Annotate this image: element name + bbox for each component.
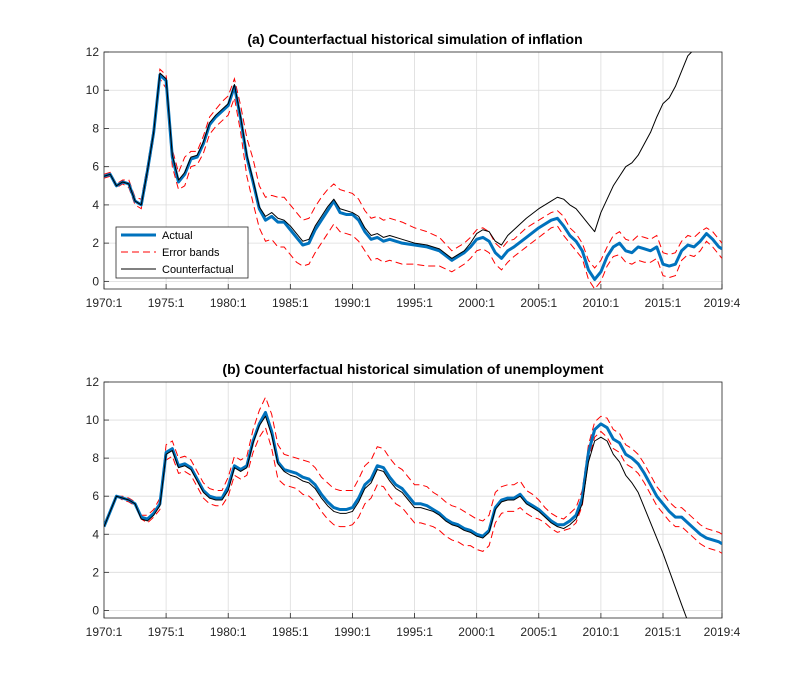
chart-title-inflation: (a) Counterfactual historical simulation…	[247, 31, 582, 47]
x-tick-label: 2000:1	[458, 625, 495, 639]
x-tick-label: 1985:1	[272, 296, 309, 310]
x-tick-label: 1995:1	[396, 625, 433, 639]
y-tick-label: 6	[92, 160, 99, 174]
x-tick-label: 1975:1	[148, 625, 185, 639]
y-tick-label: 8	[92, 451, 99, 465]
y-tick-label: 6	[92, 489, 99, 503]
chart-title-unemployment: (b) Counterfactual historical simulation…	[222, 361, 603, 377]
x-tick-label: 2005:1	[520, 625, 557, 639]
plot-area-inflation	[103, 51, 723, 290]
legend-label-counterfactual: Counterfactual	[162, 264, 234, 276]
y-tick-label: 0	[92, 274, 99, 288]
series-actual-inflation	[104, 73, 722, 281]
x-tick-label: 2010:1	[583, 296, 620, 310]
legend-label-error-bands: Error bands	[162, 247, 220, 259]
series-error-band-lower-unemployment	[104, 426, 722, 554]
legend-label-actual: Actual	[162, 230, 193, 242]
x-tick-label: 2000:1	[458, 296, 495, 310]
panel-inflation: (a) Counterfactual historical simulation…	[86, 31, 741, 310]
legend: Actual Error bands Counterfactual	[115, 226, 249, 279]
series-error-band-upper-unemployment	[104, 395, 722, 535]
series-counterfactual-inflation	[104, 52, 692, 259]
y-tick-label: 10	[86, 83, 100, 97]
series-group-inflation	[104, 52, 722, 289]
y-ticks-inflation: 0 2 4 6 8 10 12	[86, 45, 109, 288]
x-tick-label: 1995:1	[396, 296, 433, 310]
x-tick-label: 2019:4	[704, 296, 741, 310]
x-tick-label: 2015:1	[645, 296, 682, 310]
plot-area-unemployment	[103, 381, 723, 619]
x-tick-label: 1980:1	[210, 296, 247, 310]
series-error-band-lower-inflation	[104, 77, 722, 289]
y-tick-label: 0	[92, 603, 99, 617]
series-counterfactual-unemployment	[104, 415, 688, 618]
y-tick-label: 12	[86, 45, 100, 59]
x-ticks-unemployment: 1970:1 1975:1 1980:1 1985:1 1990:1 1995:1 2000…	[86, 613, 741, 639]
y-tick-label: 2	[92, 236, 99, 250]
y-tick-label: 4	[92, 198, 99, 212]
y-tick-label: 4	[92, 527, 99, 541]
x-ticks-inflation: 1970:1 1975:1 1980:1 1985:1 1990:1 1995:1 2000…	[86, 284, 741, 310]
panel-unemployment: (b) Counterfactual historical simulation…	[86, 361, 741, 639]
x-tick-label: 2019:4	[704, 625, 741, 639]
x-tick-label: 1990:1	[334, 625, 371, 639]
x-tick-label: 2015:1	[645, 625, 682, 639]
x-tick-label: 1985:1	[272, 625, 309, 639]
y-ticks-unemployment: 0 2 4 6 8 10 12	[86, 375, 109, 617]
y-tick-label: 10	[86, 413, 100, 427]
series-group-unemployment	[104, 395, 722, 618]
x-tick-label: 1990:1	[334, 296, 371, 310]
grid-unemployment	[103, 381, 723, 618]
x-tick-label: 1970:1	[86, 296, 123, 310]
x-tick-label: 2005:1	[520, 296, 557, 310]
series-actual-unemployment	[104, 410, 722, 546]
series-error-band-upper-inflation	[104, 68, 722, 269]
y-tick-label: 12	[86, 375, 100, 389]
x-tick-label: 2010:1	[583, 625, 620, 639]
y-tick-label: 8	[92, 121, 99, 135]
y-tick-label: 2	[92, 565, 99, 579]
x-tick-label: 1975:1	[148, 296, 185, 310]
x-tick-label: 1970:1	[86, 625, 123, 639]
x-tick-label: 1980:1	[210, 625, 247, 639]
